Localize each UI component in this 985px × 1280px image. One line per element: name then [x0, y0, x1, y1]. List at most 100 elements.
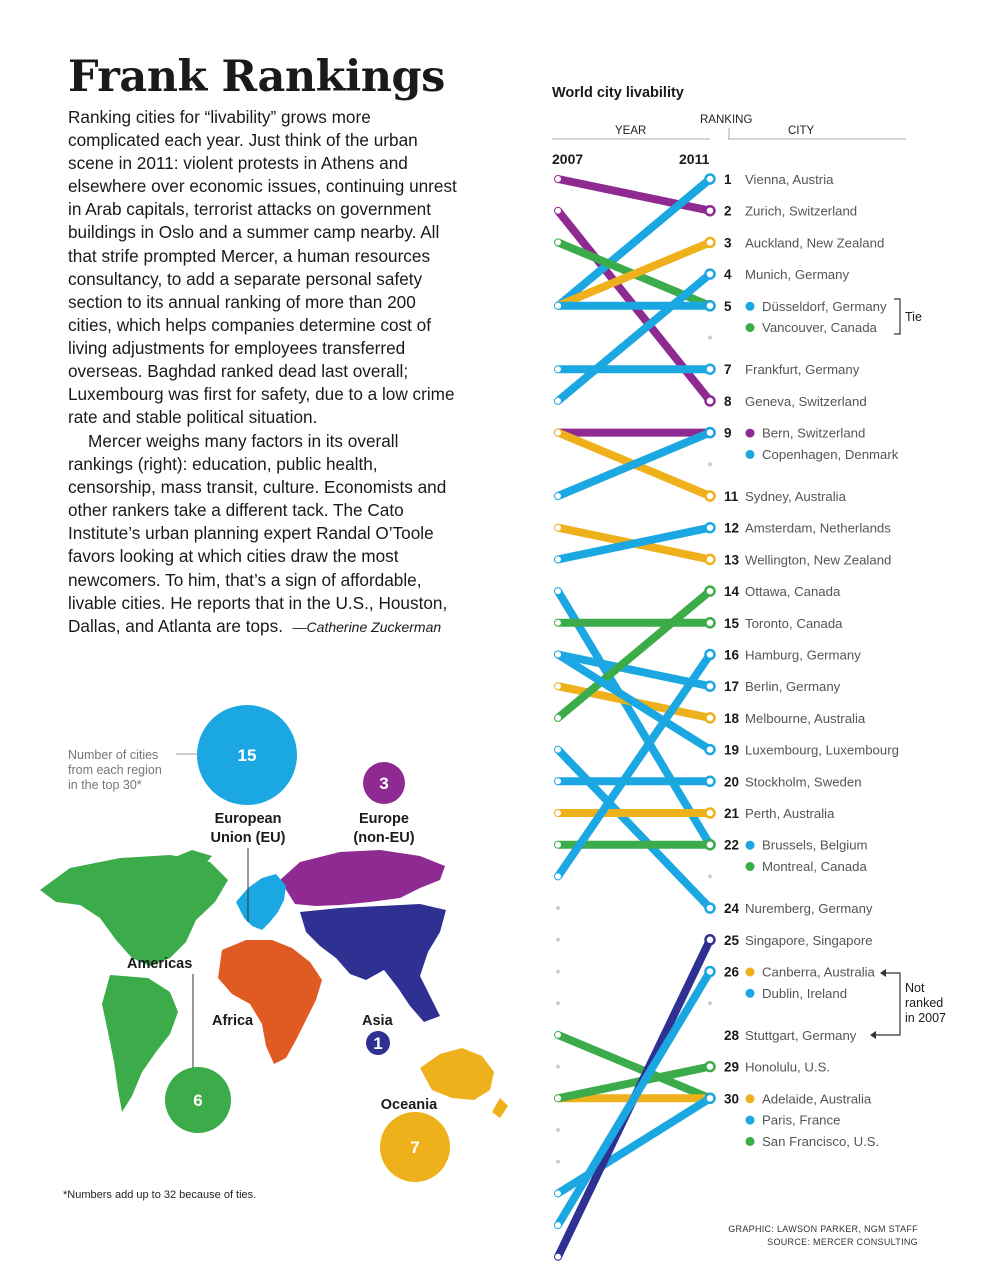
city-name: Stuttgart, Germany: [745, 1028, 857, 1043]
label-europe-non-eu-line-1: Europe: [359, 811, 409, 827]
city-name: Luxembourg, Luxembourg: [745, 743, 899, 758]
rank-number: 20: [724, 774, 739, 789]
row-marker-2011: [708, 335, 712, 340]
city-name: Munich, Germany: [745, 267, 849, 282]
label-eu-line-2: Union (EU): [211, 830, 286, 846]
rank-number: 2: [724, 204, 732, 219]
line-end-2007: [555, 176, 561, 182]
line-end-2007: [555, 366, 561, 373]
line-end-2011: [704, 680, 716, 692]
rank-line-eu: [554, 523, 714, 564]
row-marker-2011: [708, 462, 712, 467]
not-ranked-arrow-bottom: [870, 1031, 876, 1039]
city-name: Stockholm, Sweden: [745, 774, 862, 789]
line-end-2007: [555, 810, 561, 816]
map-region-africa: [218, 940, 322, 1064]
city-name: Adelaide, Australia: [762, 1091, 872, 1106]
not-ranked-line-2: ranked: [905, 996, 943, 1010]
line-end-2011: [704, 712, 716, 724]
rank-number: 22: [724, 838, 739, 853]
legend-note-line-1: Number of cities: [68, 748, 158, 762]
header-year: YEAR: [615, 125, 646, 137]
line-end-2007: [555, 683, 561, 690]
map-region-asia: [300, 904, 446, 1022]
city-name: Nuremberg, Germany: [745, 901, 873, 916]
rank-number: 24: [724, 901, 740, 916]
header-city: CITY: [788, 125, 815, 137]
line-end-2007: [555, 302, 561, 309]
city-name: Toronto, Canada: [745, 616, 843, 631]
map-region-americas: [40, 850, 228, 1112]
city-name: Zurich, Switzerland: [745, 204, 857, 219]
bubble-oceania: [380, 1112, 450, 1182]
rank-line-oceania: [554, 238, 714, 310]
line-end-2007: [555, 873, 561, 880]
world-map: [40, 850, 508, 1118]
line-end-2011: [704, 521, 716, 534]
line-end-2007: [555, 397, 561, 404]
bubble-americas-count: 6: [193, 1091, 202, 1110]
city-name: Copenhagen, Denmark: [762, 447, 899, 462]
label-africa: Africa: [212, 1013, 254, 1029]
rank-line-eu: [554, 967, 714, 1230]
bubble-europe-non-eu-count: 3: [379, 774, 388, 793]
rank-line-eu: [554, 175, 714, 310]
line-end-2007: [555, 778, 561, 785]
line-end-2011: [704, 236, 716, 249]
rank-number: 19: [724, 743, 739, 758]
tie-label: Tie: [905, 310, 922, 324]
city-color-dot: [745, 988, 755, 998]
rank-number: 7: [724, 362, 732, 377]
city-color-dot: [745, 1094, 755, 1104]
city-name: Perth, Australia: [745, 806, 835, 821]
rank-number: 5: [724, 299, 732, 314]
chart-title: World city livability: [552, 85, 684, 101]
city-color-dot: [745, 840, 755, 850]
line-end-2011: [704, 363, 716, 375]
line-end-2007: [555, 493, 561, 499]
city-name: Paris, France: [762, 1113, 840, 1128]
row-marker-2007: [556, 1128, 560, 1132]
rank-number: 8: [724, 394, 732, 409]
line-end-2011: [704, 300, 716, 312]
rank-line-eu: [554, 1094, 714, 1198]
city-color-dot: [745, 323, 755, 333]
row-marker-2007: [556, 969, 560, 974]
line-end-2011: [704, 775, 716, 788]
line-end-2011: [704, 934, 716, 946]
rank-number: 3: [724, 235, 732, 250]
line-end-2007: [555, 841, 561, 848]
not-ranked-line-3: in 2007: [905, 1011, 946, 1025]
line-end-2011: [704, 743, 716, 756]
rank-line-eu: [554, 650, 714, 691]
legend-note-line-3: in the top 30*: [68, 778, 142, 792]
rank-number: 11: [724, 489, 739, 504]
city-name: Düsseldorf, Germany: [762, 299, 887, 314]
rank-number: 18: [724, 711, 740, 726]
city-name: Wellington, New Zealand: [745, 552, 891, 567]
byline: —Catherine Zuckerman: [292, 618, 442, 635]
line-end-2007: [555, 429, 561, 436]
ranking-labels: 1 Vienna, Austria 2 Zurich, Switzerland 3 Auc…: [724, 172, 899, 1149]
line-end-2011: [704, 395, 716, 407]
line-end-2011: [704, 617, 716, 629]
line-end-2007: [555, 1031, 561, 1038]
line-end-2011: [704, 553, 716, 566]
line-end-2011: [704, 902, 716, 914]
city-name: Brussels, Belgium: [762, 838, 868, 853]
label-eu-line-1: European: [215, 811, 282, 827]
article-paragraph-2-text: Mercer weighs many factors in its overal…: [68, 431, 448, 636]
map-region-oceania: [420, 1048, 508, 1118]
rank-line-eu: [554, 745, 714, 913]
bubble-europe-non-eu: [363, 762, 405, 804]
city-name: Berlin, Germany: [745, 679, 841, 694]
row-marker-2011: [708, 874, 712, 879]
rank-number: 14: [724, 584, 740, 599]
row-marker-2007: [556, 906, 560, 911]
city-color-dot: [745, 301, 755, 311]
bubble-asia: [366, 1031, 390, 1055]
city-name: Honolulu, U.S.: [745, 1060, 830, 1075]
rank-line-eu: [554, 650, 714, 754]
rank-number: 30: [724, 1091, 739, 1106]
bubble-oceania-count: 7: [410, 1138, 419, 1157]
